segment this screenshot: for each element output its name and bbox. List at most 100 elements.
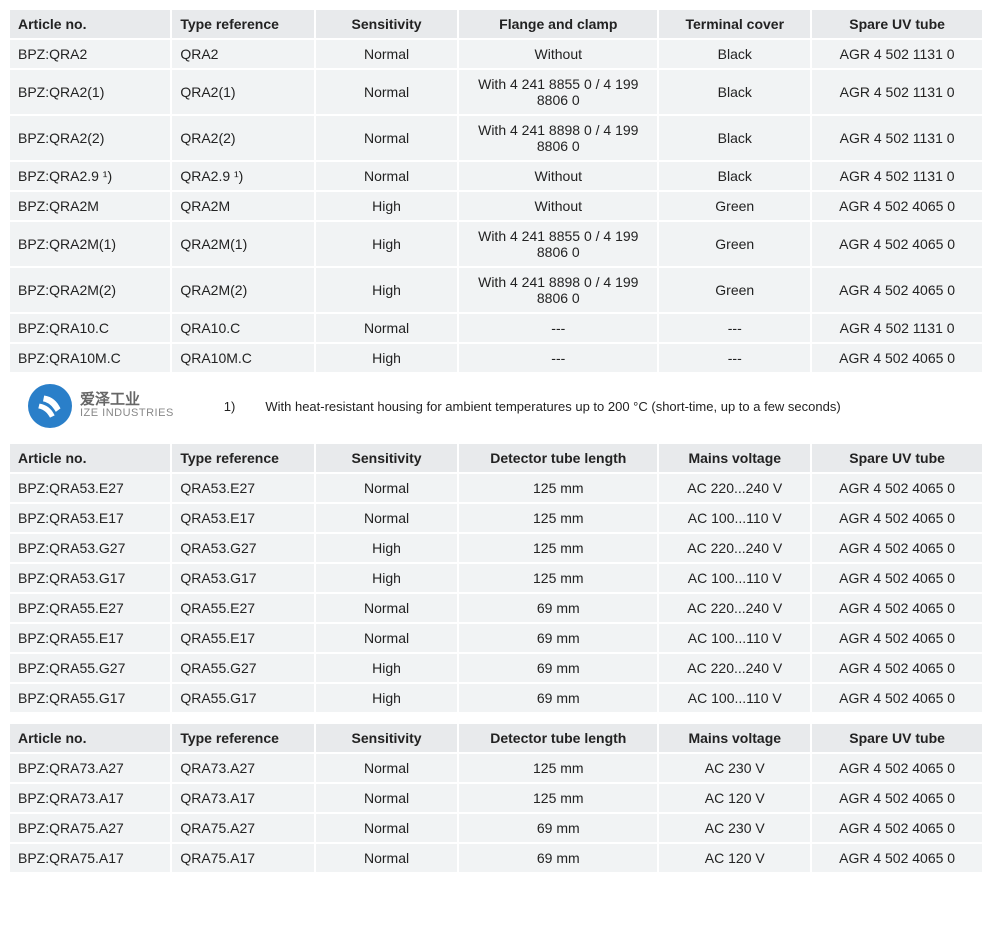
table-cell: High — [316, 684, 457, 712]
table-row: BPZ:QRA55.E17QRA55.E17Normal69 mmAC 100.… — [10, 624, 982, 652]
table-row: BPZ:QRA53.G17QRA53.G17High125 mmAC 100..… — [10, 564, 982, 592]
table-cell: AC 220...240 V — [659, 594, 810, 622]
table-cell: AGR 4 502 4065 0 — [812, 754, 982, 782]
table-cell: Normal — [316, 624, 457, 652]
table-cell: QRA73.A17 — [172, 784, 313, 812]
table-cell: --- — [659, 314, 810, 342]
table-cell: Normal — [316, 754, 457, 782]
table-cell: High — [316, 268, 457, 312]
table-cell: --- — [659, 344, 810, 372]
col-header: Mains voltage — [659, 724, 810, 752]
table-row: BPZ:QRA2M(2)QRA2M(2)HighWith 4 241 8898 … — [10, 268, 982, 312]
table-cell: AGR 4 502 1131 0 — [812, 116, 982, 160]
table-cell: With 4 241 8855 0 / 4 199 8806 0 — [459, 70, 657, 114]
col-header: Article no. — [10, 444, 170, 472]
table-cell: QRA2M(2) — [172, 268, 313, 312]
table-cell: High — [316, 192, 457, 220]
table-row: BPZ:QRA2.9 ¹)QRA2.9 ¹)NormalWithoutBlack… — [10, 162, 982, 190]
table-row: BPZ:QRA10M.CQRA10M.CHigh------AGR 4 502 … — [10, 344, 982, 372]
table-cell: Normal — [316, 814, 457, 842]
table-cell: BPZ:QRA75.A27 — [10, 814, 170, 842]
table-row: BPZ:QRA2M(1)QRA2M(1)HighWith 4 241 8855 … — [10, 222, 982, 266]
table-cell: AC 100...110 V — [659, 564, 810, 592]
table-cell: High — [316, 564, 457, 592]
table-cell: QRA55.G17 — [172, 684, 313, 712]
table-cell: Green — [659, 222, 810, 266]
table-cell: QRA75.A27 — [172, 814, 313, 842]
col-header: Article no. — [10, 724, 170, 752]
table-cell: 69 mm — [459, 684, 657, 712]
table-cell: Black — [659, 162, 810, 190]
table-cell: AC 220...240 V — [659, 654, 810, 682]
table-cell: QRA10.C — [172, 314, 313, 342]
table-cell: AGR 4 502 1131 0 — [812, 162, 982, 190]
table-cell: Normal — [316, 504, 457, 532]
table-row: BPZ:QRA2MQRA2MHighWithoutGreenAGR 4 502 … — [10, 192, 982, 220]
table-cell: High — [316, 654, 457, 682]
table-cell: 69 mm — [459, 654, 657, 682]
table-row: BPZ:QRA75.A27QRA75.A27Normal69 mmAC 230 … — [10, 814, 982, 842]
table-cell: AC 230 V — [659, 814, 810, 842]
table-cell: With 4 241 8898 0 / 4 199 8806 0 — [459, 116, 657, 160]
table-cell: QRA55.E17 — [172, 624, 313, 652]
table-cell: 125 mm — [459, 474, 657, 502]
table-cell: QRA2M(1) — [172, 222, 313, 266]
table-cell: QRA75.A17 — [172, 844, 313, 872]
table-cell: QRA2(2) — [172, 116, 313, 160]
table-cell: QRA10M.C — [172, 344, 313, 372]
table-cell: BPZ:QRA73.A27 — [10, 754, 170, 782]
table-cell: AC 100...110 V — [659, 624, 810, 652]
table-row: BPZ:QRA73.A17QRA73.A17Normal125 mmAC 120… — [10, 784, 982, 812]
table-cell: BPZ:QRA2M(1) — [10, 222, 170, 266]
table-row: BPZ:QRA53.E17QRA53.E17Normal125 mmAC 100… — [10, 504, 982, 532]
table-cell: Normal — [316, 162, 457, 190]
table-cell: AGR 4 502 4065 0 — [812, 784, 982, 812]
table-cell: BPZ:QRA75.A17 — [10, 844, 170, 872]
table-cell: BPZ:QRA55.G17 — [10, 684, 170, 712]
table-cell: Normal — [316, 70, 457, 114]
table-row: BPZ:QRA53.E27QRA53.E27Normal125 mmAC 220… — [10, 474, 982, 502]
table-cell: QRA55.E27 — [172, 594, 313, 622]
table-cell: 125 mm — [459, 534, 657, 562]
table-head: Article no. Type reference Sensitivity F… — [10, 10, 982, 38]
table-cell: AC 120 V — [659, 844, 810, 872]
table-cell: QRA2 — [172, 40, 313, 68]
table-cell: High — [316, 222, 457, 266]
table-cell: BPZ:QRA2 — [10, 40, 170, 68]
table-row: BPZ:QRA2(1)QRA2(1)NormalWith 4 241 8855 … — [10, 70, 982, 114]
table-cell: AGR 4 502 4065 0 — [812, 222, 982, 266]
logo-cn: 爱泽工业 — [80, 392, 174, 408]
col-header: Detector tube length — [459, 444, 657, 472]
table-cell: BPZ:QRA55.G27 — [10, 654, 170, 682]
table-cell: AC 120 V — [659, 784, 810, 812]
col-header: Spare UV tube — [812, 444, 982, 472]
col-header: Type reference — [172, 724, 313, 752]
col-header: Article no. — [10, 10, 170, 38]
table-cell: BPZ:QRA73.A17 — [10, 784, 170, 812]
table-cell: Black — [659, 40, 810, 68]
table-cell: Normal — [316, 594, 457, 622]
logo-icon — [28, 384, 72, 428]
col-header: Detector tube length — [459, 724, 657, 752]
table-cell: QRA53.E27 — [172, 474, 313, 502]
table-head: Article no. Type reference Sensitivity D… — [10, 724, 982, 752]
table-cell: AGR 4 502 4065 0 — [812, 594, 982, 622]
ize-logo: 爱泽工业 IZE INDUSTRIES — [28, 384, 174, 428]
product-table-1: Article no. Type reference Sensitivity F… — [8, 8, 984, 374]
table-row: BPZ:QRA55.G27QRA55.G27High69 mmAC 220...… — [10, 654, 982, 682]
table-cell: 69 mm — [459, 844, 657, 872]
table-cell: Without — [459, 192, 657, 220]
table-cell: BPZ:QRA55.E27 — [10, 594, 170, 622]
col-header: Mains voltage — [659, 444, 810, 472]
table-cell: 125 mm — [459, 564, 657, 592]
col-header: Terminal cover — [659, 10, 810, 38]
table-cell: BPZ:QRA53.E17 — [10, 504, 170, 532]
table-cell: Black — [659, 116, 810, 160]
table-cell: AC 220...240 V — [659, 534, 810, 562]
col-header: Spare UV tube — [812, 724, 982, 752]
table-cell: 69 mm — [459, 594, 657, 622]
table-cell: Normal — [316, 844, 457, 872]
table-cell: Without — [459, 40, 657, 68]
table-cell: BPZ:QRA53.G27 — [10, 534, 170, 562]
table-cell: BPZ:QRA53.G17 — [10, 564, 170, 592]
